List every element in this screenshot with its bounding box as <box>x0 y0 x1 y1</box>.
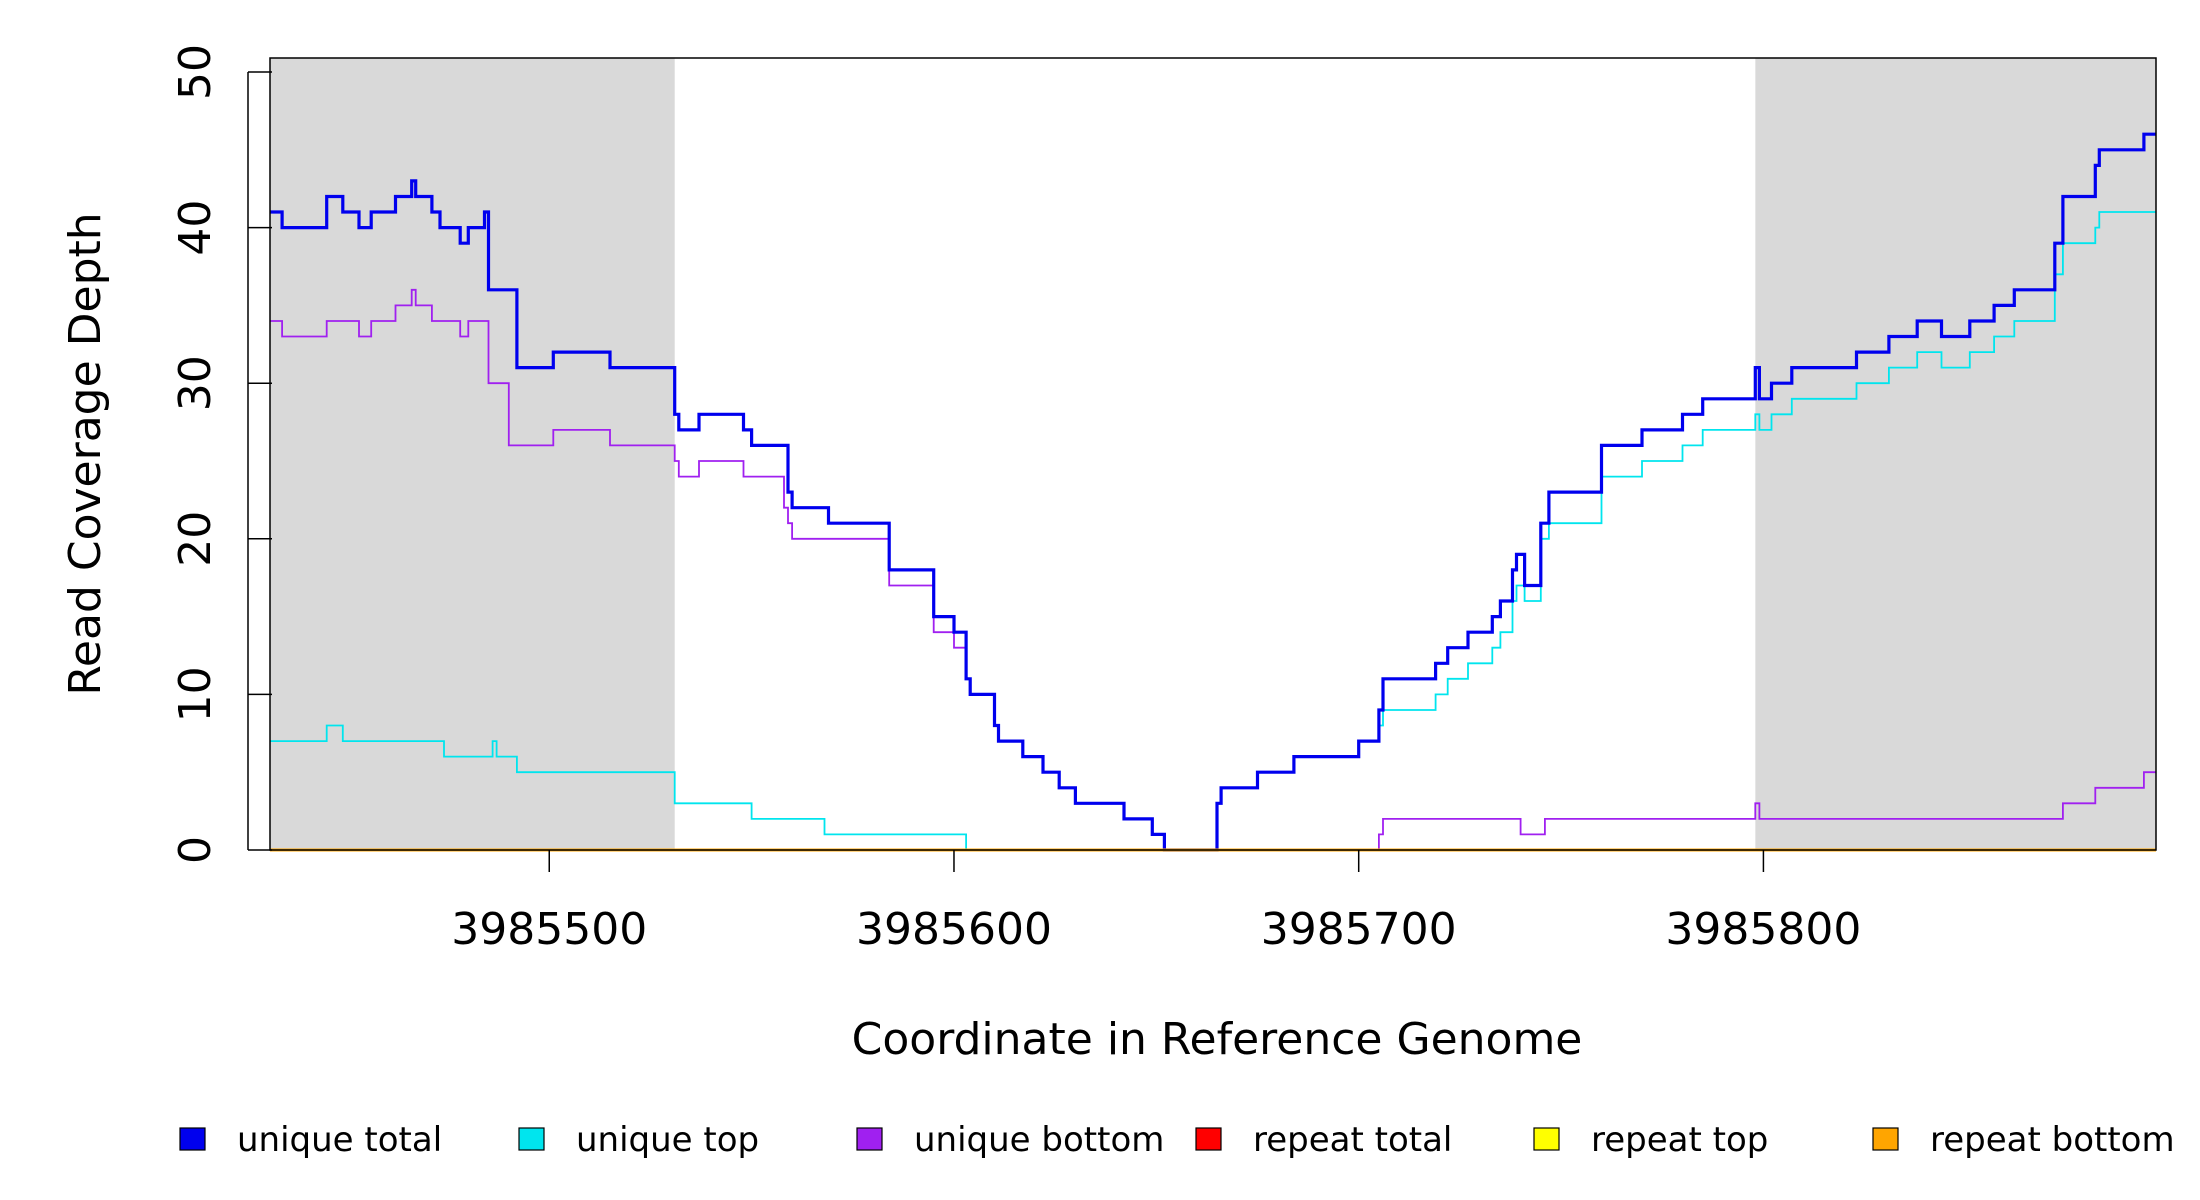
series-line-unique-total <box>270 132 2156 852</box>
y-tick-label: 30 <box>170 355 221 411</box>
y-tick-label: 50 <box>170 44 221 100</box>
x-axis-title: Coordinate in Reference Genome <box>852 1014 1583 1065</box>
legend-swatch <box>179 1127 206 1151</box>
x-tick-label: 3985800 <box>1665 904 1861 955</box>
y-tick-label: 0 <box>170 836 221 864</box>
series-line-unique-bottom <box>270 288 2156 851</box>
shaded-regions <box>270 58 2156 850</box>
legend-swatch <box>518 1127 545 1151</box>
legend-label: unique bottom <box>914 1120 1164 1160</box>
x-axis: 3985500 3985600 3985700 3985800 <box>451 850 1861 955</box>
y-axis-title: Read Coverage Depth <box>60 212 111 695</box>
legend-item: repeat bottom <box>1872 1120 2175 1160</box>
legend-swatch <box>856 1127 883 1151</box>
plot-frame <box>269 57 2157 851</box>
legend-item: repeat total <box>1195 1120 1452 1160</box>
legend-swatch <box>1533 1127 1560 1151</box>
legend-item: unique bottom <box>856 1120 1164 1160</box>
legend: unique total unique top unique bottom repea… <box>179 1120 2175 1160</box>
legend-swatch <box>1872 1127 1899 1151</box>
legend-label: unique total <box>237 1120 442 1160</box>
legend-item: unique total <box>179 1120 442 1160</box>
y-axis: 0 10 20 30 40 50 <box>170 44 272 864</box>
shaded-region-1 <box>270 58 675 850</box>
legend-label: repeat total <box>1253 1120 1452 1160</box>
legend-swatch <box>1195 1127 1222 1151</box>
y-tick-label: 10 <box>170 666 221 722</box>
series-line-unique-top <box>270 211 2156 851</box>
legend-label: repeat bottom <box>1930 1120 2175 1160</box>
y-tick-label: 20 <box>170 511 221 567</box>
legend-label: unique top <box>576 1120 759 1160</box>
x-tick-label: 3985500 <box>451 904 647 955</box>
legend-item: unique top <box>518 1120 759 1160</box>
shaded-region-2 <box>1755 58 2156 850</box>
legend-item: repeat top <box>1533 1120 1768 1160</box>
legend-label: repeat top <box>1591 1120 1768 1160</box>
x-tick-label: 3985700 <box>1261 904 1457 955</box>
y-tick-label: 40 <box>170 200 221 256</box>
x-tick-label: 3985600 <box>856 904 1052 955</box>
